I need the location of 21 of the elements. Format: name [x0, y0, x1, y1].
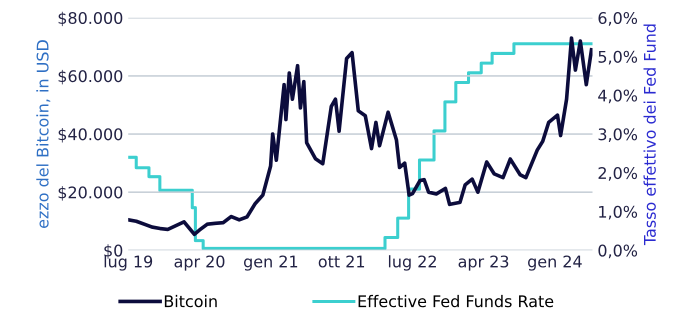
x-tick-label: apr 20 [174, 255, 224, 271]
y2-tick-label: 4,0% [598, 90, 638, 104]
legend-label: Effective Fed Funds Rate [358, 294, 554, 308]
legend-label: Bitcoin [164, 294, 217, 308]
x-tick-label: lug 22 [388, 255, 436, 271]
y-tick-label: $40.000 [58, 128, 122, 142]
y2-tick-label: 2,0% [598, 167, 638, 181]
y-axis-title: ezzo del Bitcoin, in USD [36, 40, 50, 228]
x-tick-label: gen 21 [244, 255, 298, 271]
y2-axis-title: Tasso effettivo dei Fed Fund [644, 24, 656, 246]
x-tick-label: gen 24 [528, 255, 582, 271]
x-tick-label: ott 21 [318, 255, 364, 268]
y-tick-label: $80.000 [58, 12, 122, 26]
x-tick-label: apr 23 [458, 255, 508, 271]
y2-tick-label: 5,0% [598, 50, 638, 64]
y-tick-label: $20.000 [58, 186, 122, 201]
y2-tick-label: 0,0% [598, 244, 638, 258]
y2-tick-label: 6,0% [598, 12, 638, 26]
y2-tick-label: 1,0% [599, 206, 638, 220]
y-tick-label: $60.000 [58, 70, 122, 84]
y2-tick-label: 3,0% [598, 128, 638, 142]
